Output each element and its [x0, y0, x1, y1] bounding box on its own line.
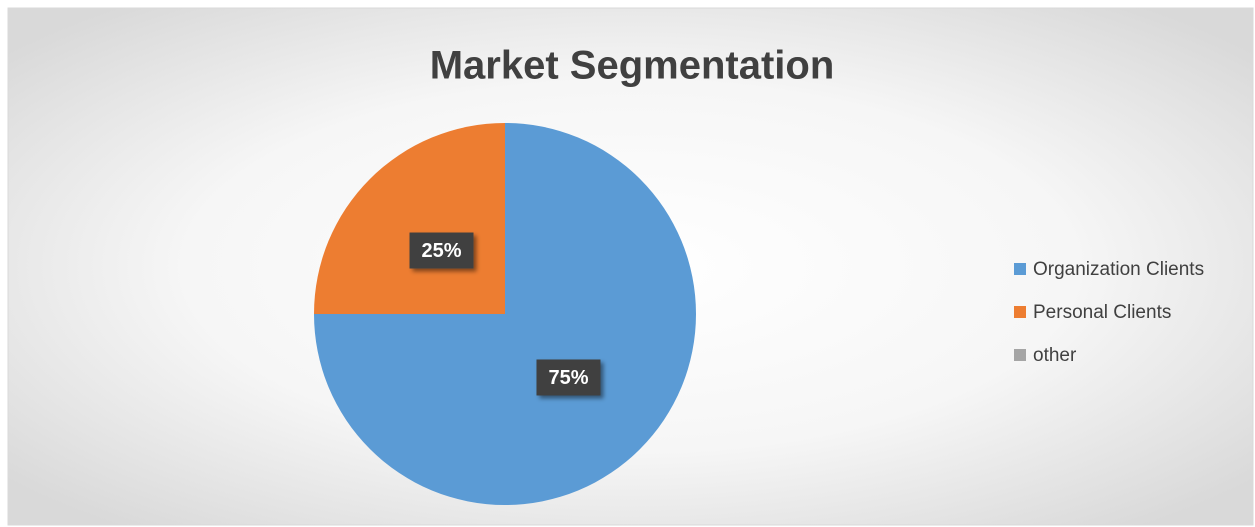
data-label: 75%: [548, 367, 588, 389]
chart-title: Market Segmentation: [430, 44, 835, 88]
legend-swatch: [1014, 349, 1026, 361]
legend-swatch: [1014, 306, 1026, 318]
legend-label: Organization Clients: [1033, 259, 1204, 280]
legend-label: other: [1033, 345, 1077, 366]
legend-swatch: [1014, 263, 1026, 275]
data-label-box: [409, 232, 474, 269]
data-label: 25%: [422, 240, 462, 262]
legend-label: Personal Clients: [1033, 302, 1171, 323]
data-label-box: [536, 359, 601, 396]
